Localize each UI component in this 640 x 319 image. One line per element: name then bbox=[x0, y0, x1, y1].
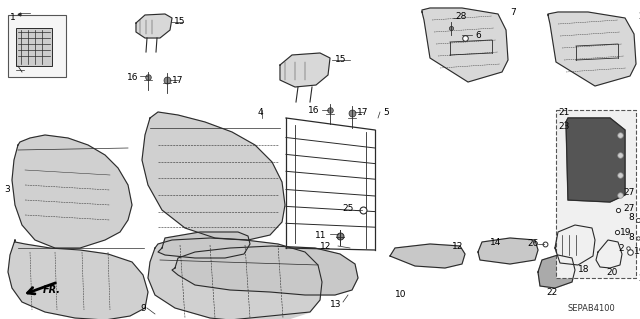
Polygon shape bbox=[596, 240, 622, 268]
Text: 25: 25 bbox=[342, 204, 353, 213]
Text: 10: 10 bbox=[395, 290, 406, 299]
Text: 6: 6 bbox=[475, 31, 481, 40]
Text: 3: 3 bbox=[4, 185, 10, 194]
Text: 28: 28 bbox=[455, 12, 467, 21]
Text: 8: 8 bbox=[628, 213, 634, 222]
Text: 16: 16 bbox=[308, 106, 319, 115]
Text: 12: 12 bbox=[452, 242, 463, 251]
Polygon shape bbox=[280, 53, 330, 87]
Text: 15: 15 bbox=[335, 55, 346, 64]
Polygon shape bbox=[390, 244, 465, 268]
Text: 20: 20 bbox=[606, 268, 618, 277]
Text: FR.: FR. bbox=[43, 285, 61, 295]
Text: 16: 16 bbox=[127, 73, 138, 82]
Text: 22: 22 bbox=[546, 288, 557, 297]
Text: 7: 7 bbox=[510, 8, 516, 17]
Polygon shape bbox=[422, 8, 508, 82]
Text: 9: 9 bbox=[140, 304, 146, 313]
Text: 4: 4 bbox=[258, 108, 264, 117]
Text: 8: 8 bbox=[628, 233, 634, 242]
Polygon shape bbox=[478, 238, 538, 264]
Text: 1: 1 bbox=[10, 13, 16, 22]
Text: 5: 5 bbox=[383, 108, 388, 117]
Polygon shape bbox=[172, 246, 358, 295]
Text: 27: 27 bbox=[623, 188, 634, 197]
Text: 27: 27 bbox=[623, 204, 634, 213]
Polygon shape bbox=[158, 232, 250, 258]
Polygon shape bbox=[136, 14, 172, 38]
Polygon shape bbox=[538, 255, 575, 288]
Text: 19: 19 bbox=[634, 247, 640, 256]
Text: 2: 2 bbox=[618, 244, 623, 253]
Polygon shape bbox=[148, 238, 322, 319]
Text: 19: 19 bbox=[620, 228, 632, 237]
Bar bbox=[556, 110, 636, 278]
Text: 14: 14 bbox=[490, 238, 501, 247]
Polygon shape bbox=[548, 12, 636, 86]
Text: 11: 11 bbox=[315, 231, 326, 240]
Text: 21: 21 bbox=[558, 108, 570, 117]
Text: SEPAB4100: SEPAB4100 bbox=[567, 304, 615, 313]
Polygon shape bbox=[142, 112, 285, 240]
Bar bbox=[16, 28, 52, 66]
Text: 17: 17 bbox=[357, 108, 369, 117]
Polygon shape bbox=[8, 240, 148, 319]
Text: 23: 23 bbox=[558, 122, 570, 131]
Text: 13: 13 bbox=[330, 300, 342, 309]
Text: 15: 15 bbox=[174, 17, 186, 26]
Polygon shape bbox=[12, 135, 132, 248]
Bar bbox=[8, 15, 66, 77]
Polygon shape bbox=[566, 118, 625, 202]
Text: 26: 26 bbox=[527, 239, 538, 248]
Polygon shape bbox=[555, 225, 595, 265]
Text: 12: 12 bbox=[320, 242, 332, 251]
Text: 18: 18 bbox=[578, 265, 589, 274]
Text: 17: 17 bbox=[172, 76, 184, 85]
Text: 28: 28 bbox=[638, 274, 640, 283]
Text: 24: 24 bbox=[638, 12, 640, 21]
